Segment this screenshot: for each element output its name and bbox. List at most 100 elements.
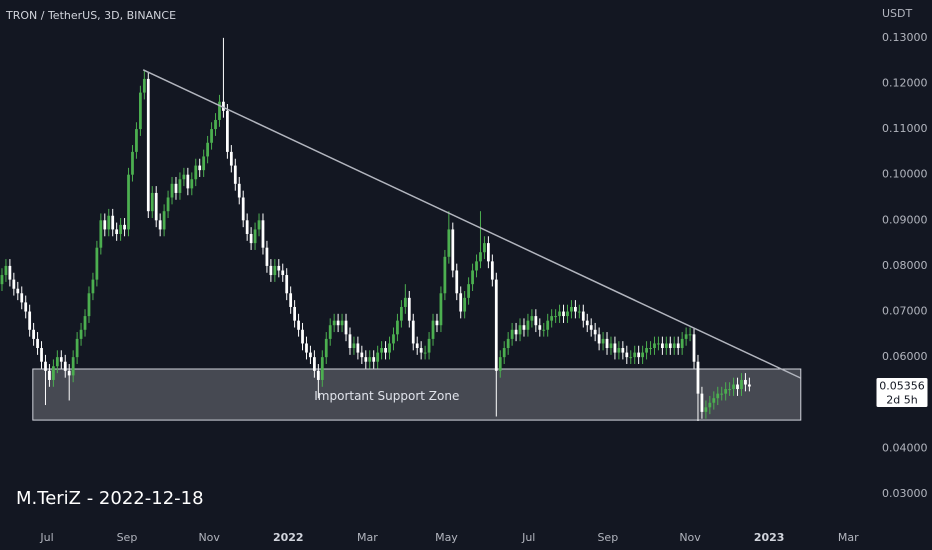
x-tick-label: 2023 (754, 531, 785, 544)
candle-body (174, 183, 178, 193)
candle-body (150, 192, 154, 212)
candle-body (732, 384, 735, 390)
candle-body (668, 343, 672, 349)
candle-body (526, 320, 530, 330)
y-tick-label: 0.04000 (882, 441, 928, 454)
zone-label: Important Support Zone (314, 389, 459, 403)
candle-body (316, 370, 320, 380)
candle-body (593, 329, 597, 335)
candle-body (222, 101, 225, 111)
candle-body (178, 179, 182, 193)
candle-body (336, 320, 340, 326)
candle-body (265, 247, 269, 266)
candle-body (348, 334, 352, 349)
candle-body (534, 316, 538, 326)
candle-body (692, 334, 696, 362)
candle-body (158, 220, 162, 230)
candle-body (229, 151, 233, 166)
candle-body (285, 275, 289, 294)
candle-body (613, 343, 617, 353)
x-tick-label: Nov (679, 531, 701, 544)
candle-body (55, 357, 59, 367)
candle-body (8, 265, 12, 280)
candle-body (75, 338, 79, 358)
candle-body (407, 297, 411, 321)
candle-body (269, 265, 273, 276)
candle-body (186, 174, 190, 189)
candle-body (554, 316, 557, 318)
candle-body (4, 265, 8, 276)
candle-body (210, 129, 213, 143)
candle-body (16, 288, 20, 294)
candle-body (380, 348, 383, 353)
candle-body (728, 389, 731, 391)
candle-body (625, 352, 629, 358)
candle-body (684, 334, 688, 339)
candle-body (740, 379, 743, 390)
candle-body (368, 357, 372, 362)
watermark: M.TeriZ - 2022-12-18 (16, 488, 204, 509)
x-tick-label: Jul (521, 531, 535, 544)
candle-body (52, 366, 55, 380)
y-tick-label: 0.12000 (882, 76, 928, 89)
candle-body (20, 293, 24, 303)
candle-body (566, 311, 569, 317)
candle-body (297, 320, 300, 330)
candle-body (324, 338, 328, 358)
candle-body (589, 325, 593, 330)
candle-body (87, 293, 91, 317)
candle-body (131, 151, 134, 175)
candle-body (716, 393, 720, 399)
candle-body (218, 101, 221, 120)
candle-body (59, 357, 63, 362)
candle-body (574, 306, 577, 312)
candle-body (127, 174, 130, 230)
candle-body (542, 329, 546, 331)
candle-body (708, 402, 712, 408)
candle-body (621, 348, 625, 353)
support-zone (32, 368, 802, 421)
x-tick-label: Mar (838, 531, 859, 544)
x-tick-label: May (435, 531, 458, 544)
candle-body (91, 279, 95, 294)
candle-body (506, 338, 510, 349)
candle-body (471, 270, 474, 285)
candle-body (388, 343, 391, 353)
candle-body (463, 297, 467, 312)
candle-body (44, 361, 47, 371)
candle-body (202, 156, 206, 171)
candle-body (439, 293, 443, 326)
y-tick-label: 0.11000 (882, 122, 928, 135)
candle-body (340, 320, 344, 326)
x-tick-label: Nov (198, 531, 220, 544)
y-tick-label: 0.08000 (882, 259, 928, 272)
candle-body (605, 338, 609, 349)
candle-body (135, 129, 138, 152)
x-tick-label: Sep (117, 531, 138, 544)
candle-body (67, 370, 71, 376)
candle-body (142, 78, 146, 93)
candle-body (237, 183, 241, 198)
candle-body (0, 275, 4, 285)
candle-body (119, 224, 122, 234)
last-price-box (875, 377, 929, 409)
candle-body (123, 224, 126, 230)
candle-body (28, 311, 32, 330)
candle-body (617, 348, 621, 353)
candle-body (400, 306, 403, 321)
candle-body (63, 361, 67, 371)
candle-body (344, 320, 348, 335)
candle-body (431, 320, 435, 339)
countdown: 2d 5h (886, 394, 917, 407)
candle-body (487, 243, 490, 262)
candle-body (688, 334, 692, 336)
last-price: 0.05356 (879, 380, 925, 393)
candle-body (435, 320, 439, 326)
candle-body (490, 261, 494, 280)
candle-body (562, 311, 565, 317)
candle-body (419, 348, 423, 353)
candle-body (514, 329, 518, 335)
candle-body (32, 329, 35, 339)
candle-body (376, 352, 380, 362)
